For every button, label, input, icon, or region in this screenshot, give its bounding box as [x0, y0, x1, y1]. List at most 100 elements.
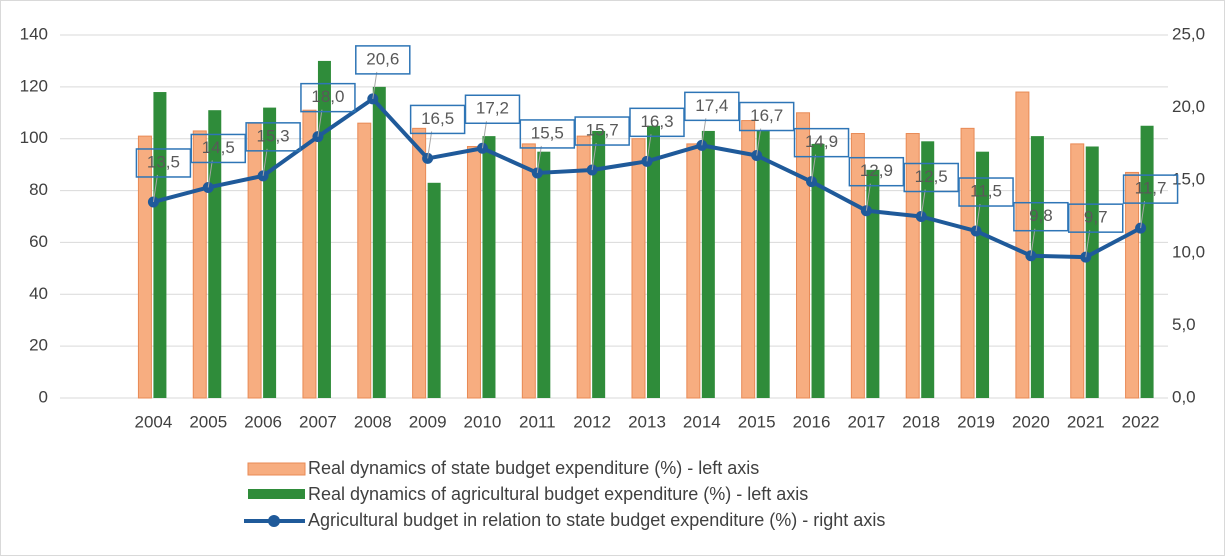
legend-label: Real dynamics of state budget expenditur…: [308, 458, 759, 478]
data-label-box: [848, 156, 905, 187]
data-label: 18,0: [311, 87, 344, 106]
data-label-box: [190, 133, 247, 164]
leader-line: [536, 145, 542, 174]
bar: [905, 133, 920, 399]
data-label-box: [300, 82, 356, 113]
data-label: 11,7: [1135, 179, 1167, 198]
y2-tick-label: 5,0: [1172, 315, 1196, 334]
data-label-box: [464, 94, 521, 125]
y-tick-label: 120: [20, 76, 48, 95]
x-tick-label: 2015: [738, 412, 776, 431]
x-tick-label: 2019: [957, 412, 995, 431]
bar: [850, 133, 865, 399]
x-tick-label: 2011: [519, 412, 556, 431]
data-label: 16,5: [421, 109, 454, 128]
y-tick-label: 20: [29, 336, 48, 355]
data-label-box: [409, 104, 466, 135]
x-tick-label: 2018: [902, 412, 940, 431]
data-label-box: [355, 45, 411, 75]
bar: [701, 130, 715, 398]
bar: [137, 135, 152, 399]
data-label: 17,2: [476, 99, 509, 118]
data-label: 14,9: [805, 132, 838, 151]
y-tick-label: 40: [29, 284, 48, 303]
bar: [302, 109, 317, 399]
bar: [208, 110, 222, 398]
x-tick-label: 2007: [299, 412, 337, 431]
leader-line: [427, 131, 433, 159]
data-label-box: [738, 101, 795, 132]
data-label-box: [135, 148, 192, 178]
y2-tick-label: 15,0: [1172, 170, 1205, 189]
bar: [317, 60, 331, 399]
bar: [1140, 125, 1154, 398]
x-tick-label: 2020: [1012, 412, 1050, 431]
data-label: 15,7: [586, 121, 619, 140]
y2-tick-label: 10,0: [1172, 242, 1205, 261]
data-label-box: [1067, 203, 1124, 233]
bar: [537, 151, 551, 398]
y2-tick-label: 25,0: [1172, 24, 1205, 43]
bar: [1015, 91, 1030, 399]
x-tick-label: 2013: [628, 412, 666, 431]
bar: [412, 127, 427, 399]
data-label-box: [958, 177, 1014, 207]
legend-swatch: [247, 462, 306, 476]
bar: [741, 120, 756, 399]
x-tick-label: 2022: [1122, 412, 1160, 431]
data-label: 14,5: [202, 138, 235, 157]
leader-line: [756, 128, 762, 156]
legend-label: Agricultural budget in relation to state…: [308, 510, 885, 530]
leader-line: [701, 118, 707, 146]
leader-line: [591, 142, 597, 171]
data-label: 12,9: [860, 161, 893, 180]
bar: [811, 143, 825, 398]
y2-tick-label: 20,0: [1172, 97, 1205, 116]
x-tick-label: 2010: [464, 412, 502, 431]
x-tick-label: 2005: [189, 412, 227, 431]
bar: [756, 130, 770, 398]
data-label-box: [1013, 201, 1069, 232]
bar: [247, 122, 262, 399]
bar: [576, 135, 591, 399]
x-tick-label: 2017: [847, 412, 885, 431]
legend-swatch: [248, 489, 305, 499]
leader-line: [481, 121, 487, 149]
bar: [592, 130, 606, 398]
y2-tick-label: 0,0: [1172, 387, 1196, 406]
bar: [1070, 143, 1085, 399]
bar: [427, 182, 441, 398]
y-tick-label: 0: [39, 387, 48, 406]
bar: [631, 138, 646, 399]
bar: [153, 92, 167, 399]
data-label: 9,7: [1084, 208, 1108, 227]
bar: [357, 122, 372, 399]
bar: [976, 151, 990, 398]
bar: [521, 143, 536, 399]
leader-line: [1030, 228, 1036, 256]
x-tick-label: 2008: [354, 412, 392, 431]
data-label-box: [1122, 174, 1179, 204]
leader-line: [811, 154, 817, 182]
bar: [466, 145, 481, 399]
bar: [372, 86, 386, 398]
data-label-box: [574, 116, 630, 146]
data-label: 16,3: [640, 112, 673, 131]
bar: [1085, 146, 1099, 398]
legend-swatch-marker: [268, 515, 280, 527]
x-tick-label: 2006: [244, 412, 282, 431]
x-tick-label: 2014: [683, 412, 721, 431]
data-label-box: [793, 127, 850, 158]
bar: [1125, 171, 1140, 399]
bar: [866, 169, 880, 398]
bar: [921, 141, 935, 399]
data-label: 13,5: [147, 152, 180, 171]
x-tick-label: 2016: [793, 412, 831, 431]
data-label: 15,5: [531, 123, 564, 142]
y-tick-label: 100: [20, 128, 48, 147]
leader-line: [207, 160, 213, 188]
data-label: 15,3: [257, 126, 290, 145]
leader-line: [1140, 201, 1146, 229]
leader-line: [262, 148, 268, 176]
